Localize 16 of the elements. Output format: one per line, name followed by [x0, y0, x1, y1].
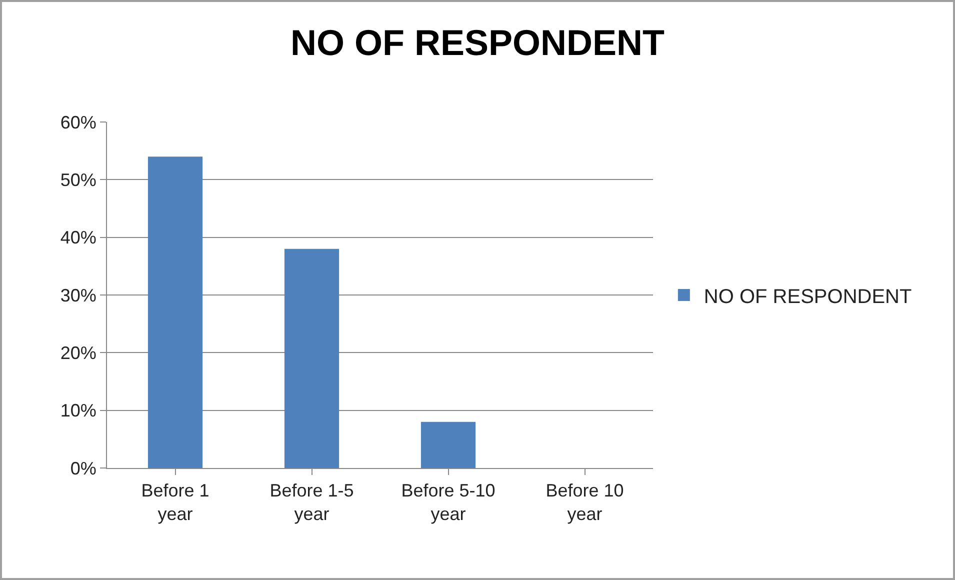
bar [420, 422, 476, 468]
x-tick-label: Before 1-5 year [270, 480, 354, 524]
x-tick-label: Before 1 year [141, 480, 210, 524]
y-tick-label: 40% [60, 228, 96, 248]
y-tick-label: 20% [60, 342, 96, 363]
x-tick-label: Before 5-10 year [401, 480, 496, 524]
y-tick-label: 0% [70, 458, 96, 478]
bar [284, 248, 340, 468]
legend-label: NO OF RESPONDENT [704, 286, 912, 308]
bar [148, 156, 203, 468]
x-tick-label: Before 10 year [546, 480, 624, 524]
chart-title: NO OF RESPONDENT [290, 22, 665, 63]
y-tick-label: 50% [60, 170, 96, 190]
y-tick-label: 30% [60, 285, 96, 306]
y-tick-label: 10% [60, 400, 96, 421]
y-tick-label: 60% [60, 112, 96, 132]
